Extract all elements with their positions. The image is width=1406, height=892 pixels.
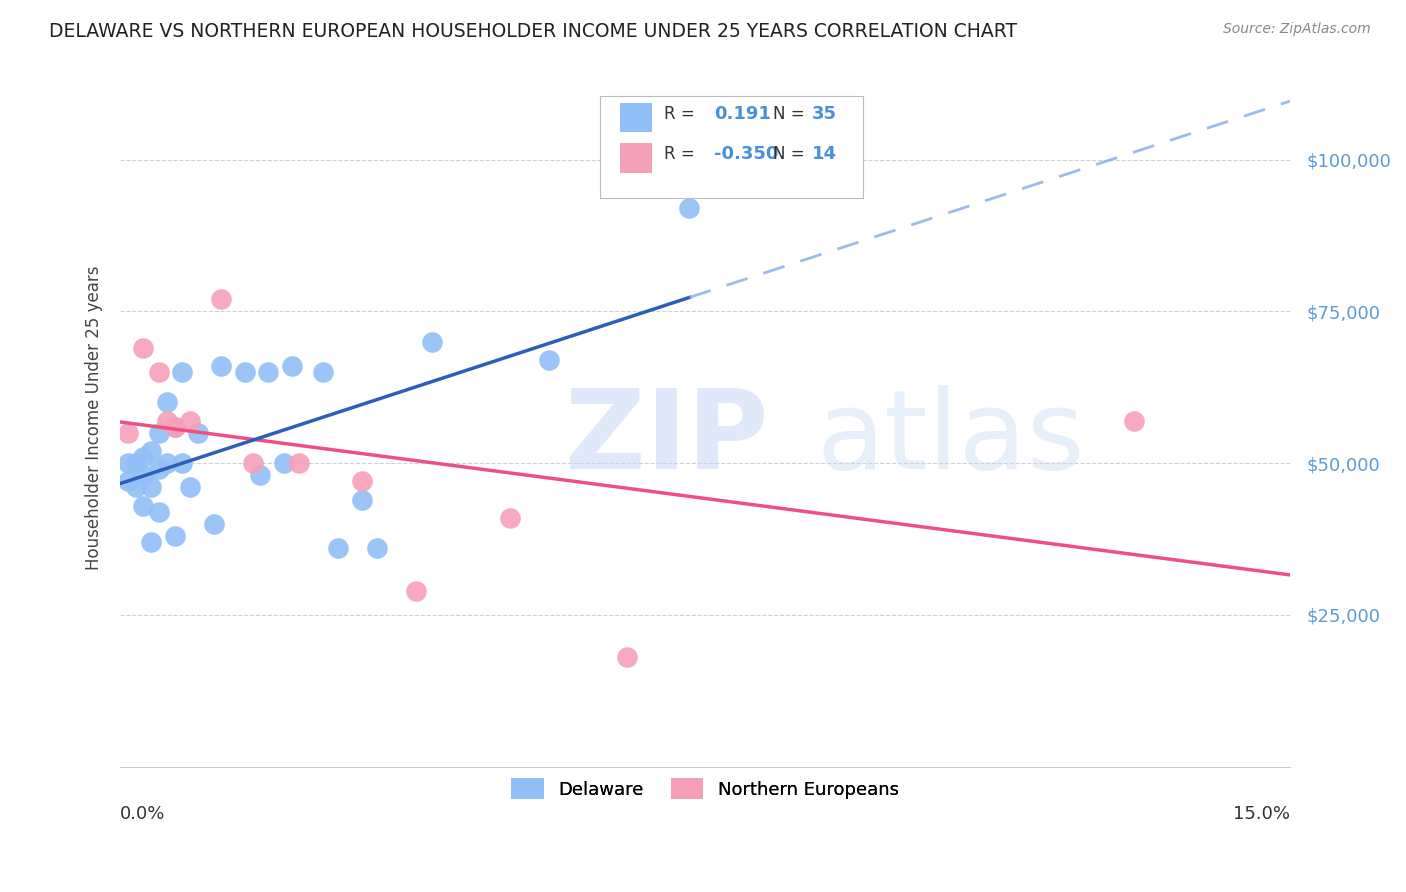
- Point: [141, 535, 163, 549]
- Text: atlas: atlas: [817, 385, 1084, 492]
- Point: [141, 480, 163, 494]
- Point: [172, 456, 194, 470]
- Point: [280, 359, 302, 373]
- Y-axis label: Householder Income Under 25 years: Householder Income Under 25 years: [86, 265, 103, 570]
- Point: [163, 419, 186, 434]
- Point: [148, 505, 170, 519]
- Point: [273, 456, 295, 470]
- Point: [233, 365, 256, 379]
- Text: 35: 35: [811, 105, 837, 123]
- Point: [156, 456, 179, 470]
- Point: [1123, 414, 1146, 428]
- Point: [202, 516, 225, 531]
- Text: 0.0%: 0.0%: [120, 805, 166, 823]
- Point: [616, 650, 638, 665]
- Point: [163, 529, 186, 543]
- Text: 0.191: 0.191: [714, 105, 772, 123]
- Legend: Delaware, Northern Europeans: Delaware, Northern Europeans: [505, 771, 905, 806]
- Point: [156, 395, 179, 409]
- Point: [124, 480, 146, 494]
- Point: [132, 450, 155, 464]
- Point: [350, 492, 373, 507]
- Point: [257, 365, 280, 379]
- FancyBboxPatch shape: [620, 103, 652, 132]
- Point: [117, 475, 139, 489]
- Point: [420, 334, 443, 349]
- Point: [328, 541, 350, 555]
- Text: -0.350: -0.350: [714, 145, 779, 163]
- Text: 14: 14: [811, 145, 837, 163]
- Point: [141, 444, 163, 458]
- Point: [209, 359, 232, 373]
- Point: [350, 475, 373, 489]
- Point: [148, 425, 170, 440]
- Text: Source: ZipAtlas.com: Source: ZipAtlas.com: [1223, 22, 1371, 37]
- FancyBboxPatch shape: [620, 144, 652, 172]
- Point: [405, 583, 427, 598]
- Point: [163, 419, 186, 434]
- Point: [124, 456, 146, 470]
- Point: [499, 510, 522, 524]
- Point: [148, 365, 170, 379]
- Point: [117, 425, 139, 440]
- Point: [312, 365, 335, 379]
- Text: N =: N =: [773, 105, 804, 123]
- Point: [148, 462, 170, 476]
- Point: [117, 456, 139, 470]
- Point: [209, 292, 232, 306]
- Point: [242, 456, 264, 470]
- Text: DELAWARE VS NORTHERN EUROPEAN HOUSEHOLDER INCOME UNDER 25 YEARS CORRELATION CHAR: DELAWARE VS NORTHERN EUROPEAN HOUSEHOLDE…: [49, 22, 1018, 41]
- Point: [132, 499, 155, 513]
- Point: [132, 468, 155, 483]
- Point: [187, 425, 209, 440]
- Point: [156, 414, 179, 428]
- Point: [179, 480, 201, 494]
- Point: [366, 541, 388, 555]
- Text: 15.0%: 15.0%: [1233, 805, 1291, 823]
- Text: R =: R =: [664, 145, 695, 163]
- Point: [132, 341, 155, 355]
- Text: R =: R =: [664, 105, 695, 123]
- Point: [678, 201, 700, 215]
- FancyBboxPatch shape: [600, 96, 863, 198]
- Point: [179, 414, 201, 428]
- Point: [537, 352, 560, 367]
- Point: [249, 468, 271, 483]
- Text: ZIP: ZIP: [565, 385, 768, 492]
- Point: [172, 365, 194, 379]
- Point: [288, 456, 311, 470]
- Text: N =: N =: [773, 145, 804, 163]
